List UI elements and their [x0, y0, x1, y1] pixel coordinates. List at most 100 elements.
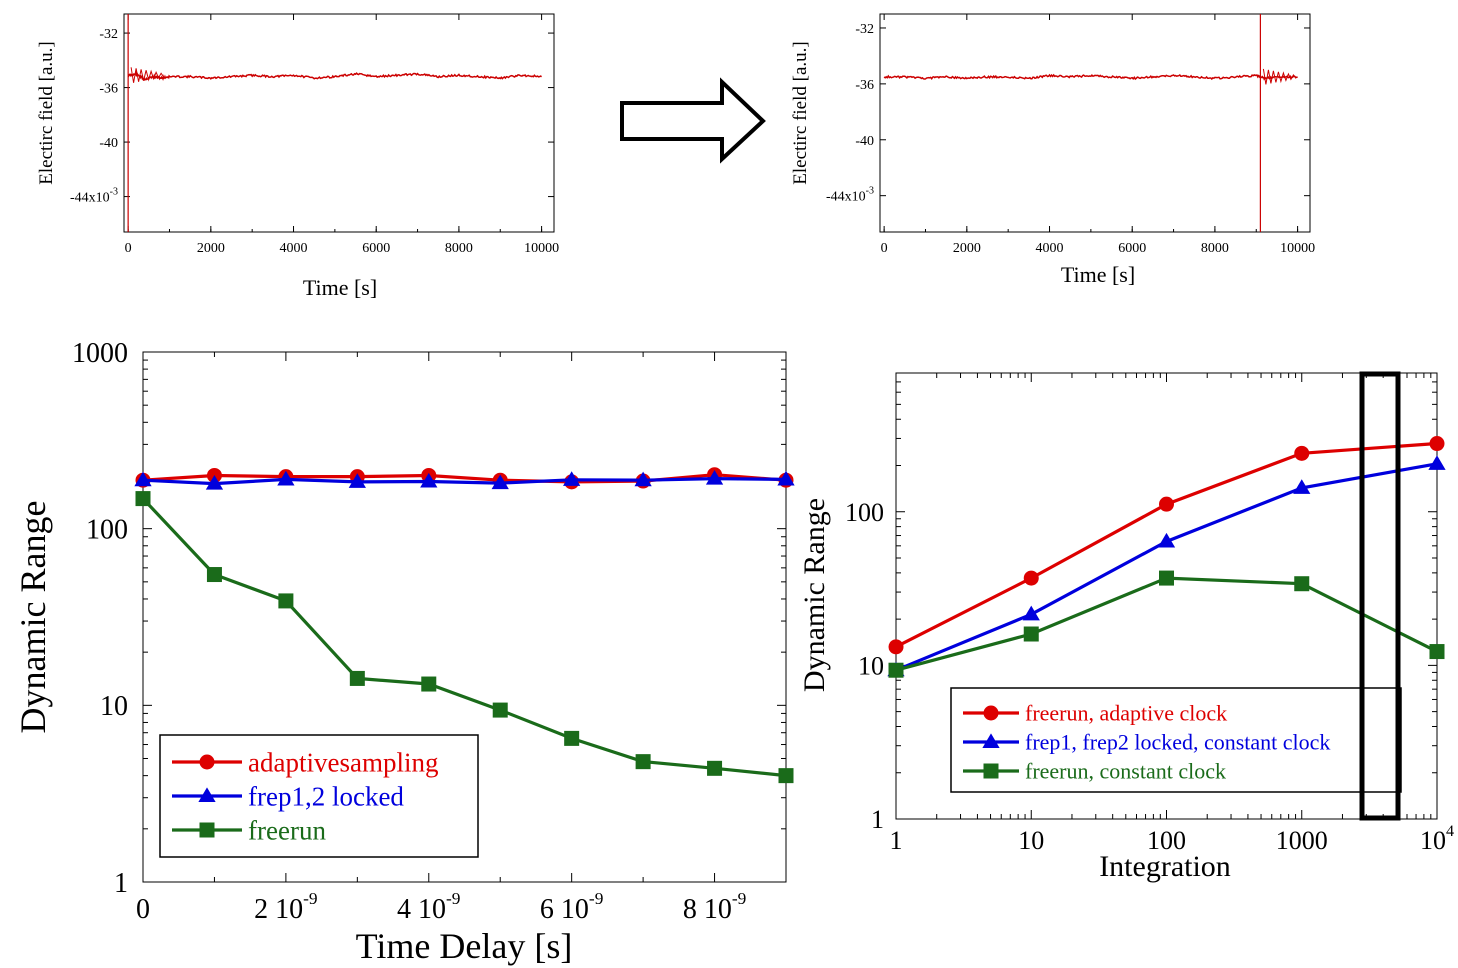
- data-point: [982, 733, 1000, 749]
- x-tick-exponent: 4: [1446, 823, 1454, 840]
- data-point: [635, 754, 651, 770]
- x-tick-label: 2000: [953, 241, 981, 256]
- y-tick-label: 1: [114, 868, 128, 899]
- data-point: [1294, 445, 1310, 461]
- x-tick-label: 0: [881, 241, 888, 256]
- legend-label: frep1, frep2 locked, constant clock: [1025, 730, 1330, 755]
- data-point: [1293, 479, 1311, 494]
- data-point: [1294, 576, 1310, 592]
- data-point: [278, 593, 294, 609]
- x-tick-exponent: -9: [446, 889, 460, 908]
- y-ticks: 1 10 100 1000: [72, 338, 786, 899]
- data-point: [421, 676, 437, 692]
- y-tick-label: 10: [100, 691, 128, 722]
- series-line: [127, 70, 542, 82]
- data-point: [1428, 455, 1446, 470]
- x-tick-label: 8 10-9: [683, 889, 746, 925]
- x-tick-label: 6000: [1118, 241, 1146, 256]
- x-axis-label: Time [s]: [1061, 262, 1135, 287]
- data-point: [199, 754, 215, 770]
- x-tick-label: 1: [890, 826, 903, 855]
- data-point: [1159, 570, 1174, 586]
- x-ticks: 1 10 100 1000 104: [890, 373, 1454, 855]
- series-group: [134, 467, 795, 784]
- data-point: [198, 787, 216, 803]
- x-ticks: 0 2000 4000 6000 8000 10000: [125, 14, 559, 256]
- data-point: [888, 639, 904, 655]
- x-tick-label: 10000: [524, 241, 559, 256]
- x-tick-label: 6000: [362, 241, 390, 256]
- data-point: [135, 491, 151, 507]
- data-point: [1429, 436, 1445, 452]
- series-line: [141, 497, 787, 778]
- data-point: [1159, 496, 1174, 512]
- legend-label: freerun, constant clock: [1025, 759, 1226, 784]
- x-tick-label: 8000: [445, 241, 473, 256]
- x-axis-label: Time Delay [s]: [356, 926, 573, 966]
- y-exponent: -3: [866, 186, 874, 197]
- legend-label: freerun: [248, 815, 326, 845]
- series-line: [895, 462, 1438, 672]
- data-point: [634, 471, 652, 487]
- y-ticks: 1 10 100: [845, 372, 1437, 834]
- data-point: [983, 705, 999, 721]
- x-tick-label: 10000: [1280, 241, 1315, 256]
- data-point: [277, 470, 295, 486]
- data-point: [349, 670, 365, 686]
- y-exponent: -3: [110, 187, 118, 198]
- x-tick-label: 4000: [280, 241, 308, 256]
- y-axis-label: Electirc field [a.u.]: [36, 41, 57, 184]
- y-tick-label: 1000: [72, 338, 128, 369]
- y-tick-label: -32: [855, 22, 874, 37]
- x-tick-label: 2 10-9: [254, 889, 317, 925]
- x-axis-label: Integration: [1099, 850, 1231, 883]
- plot-frame: [879, 13, 1311, 233]
- x-tick-label: 10: [1018, 826, 1044, 855]
- x-tick-label: 1000: [1276, 826, 1328, 855]
- legend: freerun, adaptive clock frep1, frep2 lock…: [950, 687, 1402, 793]
- data-point: [777, 470, 795, 486]
- y-tick-label: -44x10-3: [70, 187, 118, 206]
- x-tick-label: 104: [1420, 823, 1454, 855]
- data-point: [134, 471, 152, 487]
- data-point: [564, 730, 580, 746]
- data-point: [983, 763, 999, 779]
- data-point: [199, 822, 215, 838]
- chart-top-right: 0 2000 4000 6000 8000 10000 -32 -36 -40 -44x10-3…: [790, 13, 1315, 287]
- x-tick-label: 100: [1147, 826, 1186, 855]
- x-tick-label: 0: [136, 894, 150, 925]
- y-tick-label: -44x10-3: [826, 186, 874, 205]
- data-point: [1023, 626, 1039, 642]
- y-tick-label: -40: [855, 134, 874, 149]
- y-tick-label: 10: [858, 651, 884, 680]
- x-tick-label: 6 10-9: [540, 889, 603, 925]
- data-point: [563, 471, 581, 486]
- y-axis-label: Electirc field [a.u.]: [790, 41, 811, 184]
- data-point: [707, 760, 723, 776]
- y-tick-label: -32: [99, 27, 118, 42]
- y-ticks: -32 -36 -40 -44x10-3: [826, 22, 1310, 205]
- y-axis-label: Dynamic Range: [798, 498, 831, 692]
- data-point: [420, 472, 438, 488]
- y-ticks: -32 -36 -40 -44x10-3: [70, 27, 554, 206]
- x-tick-label: 4 10-9: [397, 889, 460, 925]
- series-line: [895, 576, 1438, 672]
- x-tick-exponent: -9: [589, 889, 603, 908]
- plot-frame: [123, 13, 555, 233]
- y-tick-label: 1: [871, 805, 884, 834]
- event-spike: [130, 67, 165, 83]
- data-point: [1023, 570, 1039, 586]
- x-tick-label: 4000: [1036, 241, 1064, 256]
- data-point: [491, 474, 509, 490]
- data-point: [348, 473, 366, 488]
- y-tick-label: -36: [99, 82, 118, 97]
- y-tick-label: 100: [845, 498, 884, 527]
- event-spike: [1262, 68, 1297, 85]
- chart-top-left: 0 2000 4000 6000 8000 10000 -32 -36 -40 -44x10-3…: [36, 13, 559, 300]
- x-ticks: 0 2000 4000 6000 8000 10000: [881, 14, 1315, 256]
- data-point: [1157, 532, 1176, 548]
- chart-bottom-left: 0 2 10-9 4 10-9 6 10-9 8 10-9 1 10 100 1000 Tim…: [13, 338, 795, 966]
- legend-label: frep1,2 locked: [248, 781, 404, 811]
- data-point: [778, 768, 794, 784]
- data-point: [888, 662, 904, 678]
